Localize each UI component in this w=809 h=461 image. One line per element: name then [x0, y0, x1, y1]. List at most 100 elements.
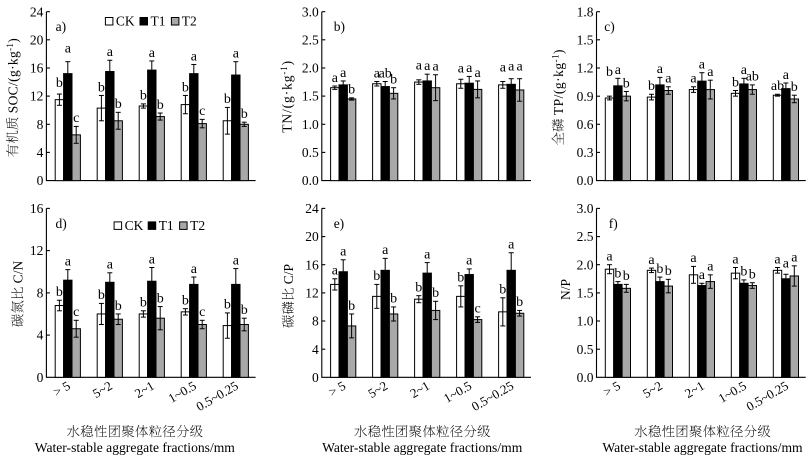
svg-text:a: a: [474, 66, 481, 81]
svg-text:c: c: [73, 111, 79, 126]
svg-text:a: a: [606, 250, 613, 265]
svg-text:20: 20: [30, 32, 44, 47]
svg-text:b: b: [182, 293, 189, 308]
svg-text:8: 8: [312, 314, 319, 329]
svg-text:2.5: 2.5: [577, 229, 594, 244]
svg-text:8: 8: [37, 286, 44, 301]
svg-text:12: 12: [305, 286, 319, 301]
svg-text:1.8: 1.8: [577, 4, 594, 19]
svg-text:C/P: C/P: [281, 264, 296, 284]
svg-text:a: a: [340, 245, 347, 260]
svg-text:b: b: [606, 65, 613, 80]
svg-text:TP/(g·kg-1): TP/(g·kg-1): [551, 49, 566, 115]
svg-text:c: c: [199, 305, 205, 320]
svg-text:a: a: [699, 57, 706, 72]
svg-text:b: b: [115, 299, 122, 314]
svg-text:0.6: 0.6: [577, 117, 594, 132]
svg-text:T2: T2: [182, 14, 197, 29]
svg-text:N/P: N/P: [558, 279, 573, 300]
svg-text:> 5: > 5: [326, 378, 348, 400]
svg-text:2.0: 2.0: [577, 257, 594, 272]
svg-text:b: b: [56, 285, 63, 300]
svg-text:24: 24: [30, 4, 44, 19]
svg-text:ab: ab: [379, 66, 392, 81]
svg-text:b: b: [157, 98, 164, 113]
svg-text:16: 16: [305, 257, 319, 272]
svg-text:b: b: [115, 97, 122, 112]
svg-text:a: a: [648, 253, 655, 268]
svg-text:a: a: [382, 243, 389, 258]
svg-text:1.5: 1.5: [577, 32, 594, 47]
svg-text:a: a: [332, 71, 339, 86]
svg-text:a): a): [56, 19, 67, 34]
svg-text:ab: ab: [746, 70, 759, 85]
svg-text:> 5: > 5: [601, 378, 623, 400]
svg-text:b: b: [157, 291, 164, 306]
svg-text:0.5: 0.5: [577, 342, 594, 357]
svg-text:0.0: 0.0: [302, 173, 319, 188]
svg-text:b: b: [415, 280, 422, 295]
svg-text:Water-stable aggregate fractio: Water-stable aggregate fractions/mm: [602, 440, 803, 455]
svg-text:b: b: [224, 298, 231, 313]
svg-text:b: b: [373, 269, 380, 284]
svg-text:a: a: [149, 252, 156, 267]
svg-text:1.0: 1.0: [302, 117, 319, 132]
svg-text:T1: T1: [151, 14, 166, 29]
svg-text:b: b: [623, 76, 630, 91]
svg-text:a: a: [374, 66, 381, 81]
svg-text:b: b: [56, 76, 63, 91]
svg-text:8: 8: [37, 117, 44, 132]
svg-text:0.5: 0.5: [302, 145, 319, 160]
svg-text:b: b: [749, 268, 756, 283]
svg-text:b: b: [390, 292, 397, 307]
svg-text:a: a: [65, 41, 72, 56]
svg-text:b: b: [348, 299, 355, 314]
svg-text:b: b: [241, 107, 248, 122]
svg-text:b: b: [732, 75, 739, 90]
svg-text:16: 16: [30, 61, 44, 76]
svg-text:0: 0: [37, 370, 44, 385]
svg-text:a: a: [508, 238, 515, 253]
svg-text:a: a: [332, 264, 339, 279]
svg-text:b: b: [224, 92, 231, 107]
svg-text:1.5: 1.5: [577, 286, 594, 301]
svg-text:c: c: [73, 305, 79, 320]
svg-text:a: a: [466, 61, 473, 76]
svg-text:3.0: 3.0: [577, 201, 594, 216]
svg-text:a: a: [340, 66, 347, 81]
svg-text:a: a: [665, 72, 672, 87]
svg-text:a: a: [191, 49, 198, 64]
svg-text:T2: T2: [190, 218, 205, 233]
svg-text:b: b: [656, 262, 663, 277]
svg-text:a: a: [424, 59, 431, 74]
svg-text:b): b): [334, 19, 345, 34]
svg-text:b: b: [648, 79, 655, 94]
svg-text:CK: CK: [116, 14, 135, 29]
svg-text:a: a: [458, 62, 465, 77]
svg-text:0: 0: [37, 173, 44, 188]
svg-text:b: b: [432, 286, 439, 301]
svg-text:b: b: [140, 89, 147, 104]
svg-text:TN/(g·kg-1): TN/(g·kg-1): [279, 60, 294, 133]
svg-text:a: a: [732, 252, 739, 267]
svg-text:a: a: [424, 247, 431, 262]
svg-text:> 5: > 5: [50, 378, 72, 400]
svg-text:24: 24: [305, 201, 319, 216]
svg-text:12: 12: [30, 89, 44, 104]
svg-text:c): c): [604, 19, 615, 34]
svg-text:a: a: [191, 262, 198, 277]
svg-text:2.0: 2.0: [302, 61, 319, 76]
svg-text:a: a: [657, 62, 664, 77]
svg-text:a: a: [107, 258, 114, 273]
svg-text:b: b: [623, 269, 630, 284]
svg-text:a: a: [432, 60, 439, 75]
svg-text:b: b: [791, 80, 798, 95]
svg-text:a: a: [707, 65, 714, 80]
svg-text:12: 12: [30, 243, 44, 258]
svg-text:a: a: [774, 252, 781, 267]
svg-text:C/N: C/N: [11, 261, 26, 284]
svg-text:c: c: [199, 104, 205, 119]
svg-text:1.2: 1.2: [577, 61, 594, 76]
svg-text:a: a: [233, 253, 240, 268]
svg-text:20: 20: [305, 229, 319, 244]
